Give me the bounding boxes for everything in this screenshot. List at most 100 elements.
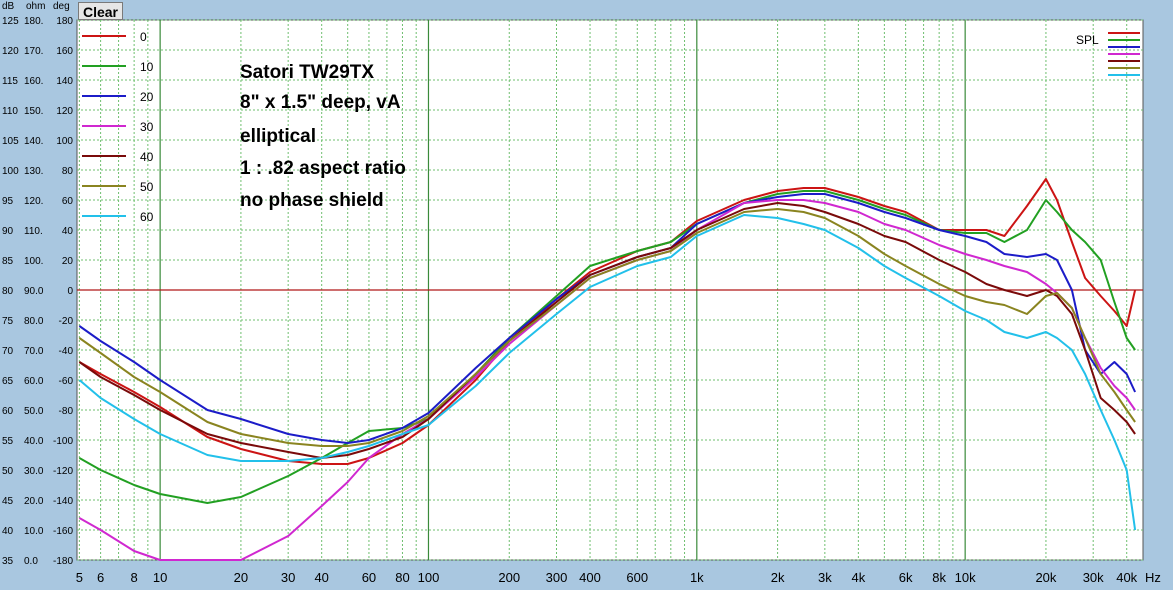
x-tick-label: 2k — [771, 570, 785, 585]
y-tick-deg: 180 — [56, 16, 73, 27]
y-tick-deg: -80 — [59, 406, 74, 417]
y-tick-deg: -20 — [59, 316, 74, 327]
x-tick-label: 200 — [498, 570, 520, 585]
series-line-60 — [78, 214, 1137, 531]
annotation-line-3: elliptical — [240, 126, 317, 147]
y-tick-deg: -120 — [53, 466, 73, 477]
y-tick-ohm: 130. — [24, 166, 43, 177]
y-tick-db: 65 — [2, 376, 14, 387]
x-tick-label: 400 — [579, 570, 601, 585]
y-tick-db: 125 — [2, 16, 19, 27]
x-tick-label: 3k — [818, 570, 832, 585]
y-tick-deg: 20 — [62, 256, 74, 267]
y-tick-deg: 40 — [62, 226, 74, 237]
x-tick-label: 100 — [418, 570, 440, 585]
x-tick-label: 10 — [153, 570, 167, 585]
annotation-line-2: 8" x 1.5" deep, vA — [240, 92, 401, 113]
y-tick-ohm: 50.0 — [24, 406, 44, 417]
legend-label-40: 40 — [140, 150, 154, 164]
annotation-line-1: Satori TW29TX — [240, 62, 375, 83]
y-tick-deg: 140 — [56, 76, 73, 87]
y-tick-deg: 120 — [56, 106, 73, 117]
y-tick-ohm: 140. — [24, 136, 43, 147]
x-tick-label: 1k — [690, 570, 704, 585]
x-tick-label: 20 — [234, 570, 248, 585]
y-tick-db: 75 — [2, 316, 14, 327]
x-tick-label: 8k — [932, 570, 946, 585]
x-tick-label: 40k — [1116, 570, 1137, 585]
y-tick-ohm: 20.0 — [24, 496, 44, 507]
clear-button[interactable]: Clear — [78, 2, 123, 20]
y-tick-ohm: 80.0 — [24, 316, 44, 327]
y-tick-ohm: 30.0 — [24, 466, 44, 477]
y-tick-db: 70 — [2, 346, 14, 357]
y-tick-deg: 80 — [62, 166, 74, 177]
x-tick-label: 600 — [626, 570, 648, 585]
x-tick-label: 10k — [955, 570, 976, 585]
y-tick-db: 80 — [2, 286, 14, 297]
y-tick-deg: 60 — [62, 196, 74, 207]
y-tick-db: 100 — [2, 166, 19, 177]
x-tick-label: 4k — [852, 570, 866, 585]
annotation-line-4: 1 : .82 aspect ratio — [240, 158, 406, 179]
x-unit-label: Hz — [1145, 570, 1161, 585]
y-tick-ohm: 150. — [24, 106, 43, 117]
y-tick-db: 60 — [2, 406, 14, 417]
x-tick-label: 6k — [899, 570, 913, 585]
y-tick-ohm: 0.0 — [24, 556, 38, 567]
y-tick-db: 35 — [2, 556, 14, 567]
y-tick-db: 55 — [2, 436, 14, 447]
x-tick-label: 60 — [362, 570, 376, 585]
y-tick-deg: -180 — [53, 556, 73, 567]
y-tick-db: 110 — [2, 106, 18, 117]
y-tick-ohm: 70.0 — [24, 346, 44, 357]
y-tick-ohm: 40.0 — [24, 436, 44, 447]
y-tick-ohm: 180. — [24, 16, 43, 27]
unit-db-label: dB — [2, 1, 15, 12]
x-tick-label: 20k — [1035, 570, 1056, 585]
x-tick-label: 40 — [314, 570, 328, 585]
x-tick-label: 8 — [131, 570, 138, 585]
y-tick-db: 90 — [2, 226, 14, 237]
y-tick-deg: -100 — [53, 436, 73, 447]
y-tick-ohm: 10.0 — [24, 526, 44, 537]
y-tick-deg: 100 — [56, 136, 73, 147]
unit-deg-label: deg — [53, 1, 70, 12]
x-tick-label: 6 — [97, 570, 104, 585]
y-tick-db: 95 — [2, 196, 14, 207]
x-tick-label: 300 — [546, 570, 568, 585]
series-line-50 — [78, 208, 1136, 447]
y-tick-deg: 0 — [67, 286, 73, 297]
y-tick-db: 120 — [2, 46, 19, 57]
unit-ohm-label: ohm — [26, 1, 46, 12]
y-tick-db: 115 — [2, 76, 18, 87]
y-tick-ohm: 120. — [24, 196, 43, 207]
spl-legend-label: SPL — [1076, 33, 1099, 47]
y-tick-deg: -40 — [59, 346, 74, 357]
y-tick-ohm: 100. — [24, 256, 43, 267]
y-tick-deg: -140 — [53, 496, 73, 507]
y-tick-deg: -160 — [53, 526, 73, 537]
y-tick-ohm: 90.0 — [24, 286, 44, 297]
y-tick-db: 40 — [2, 526, 14, 537]
legend-label-10: 10 — [140, 60, 154, 74]
legend-label-30: 30 — [140, 120, 154, 134]
y-tick-deg: 160 — [56, 46, 73, 57]
y-tick-ohm: 160. — [24, 76, 43, 87]
series-line-0 — [78, 178, 1137, 465]
series-line-30 — [78, 199, 1136, 561]
x-tick-label: 30 — [281, 570, 295, 585]
y-tick-ohm: 110. — [24, 226, 43, 237]
annotation-line-5: no phase shield — [240, 190, 384, 211]
legend-label-20: 20 — [140, 90, 154, 104]
x-tick-label: 80 — [395, 570, 409, 585]
y-tick-db: 50 — [2, 466, 14, 477]
legend-label-60: 60 — [140, 210, 154, 224]
y-tick-ohm: 60.0 — [24, 376, 44, 387]
y-tick-deg: -60 — [59, 376, 74, 387]
legend-label-50: 50 — [140, 180, 154, 194]
y-tick-db: 85 — [2, 256, 14, 267]
y-tick-db: 105 — [2, 136, 19, 147]
